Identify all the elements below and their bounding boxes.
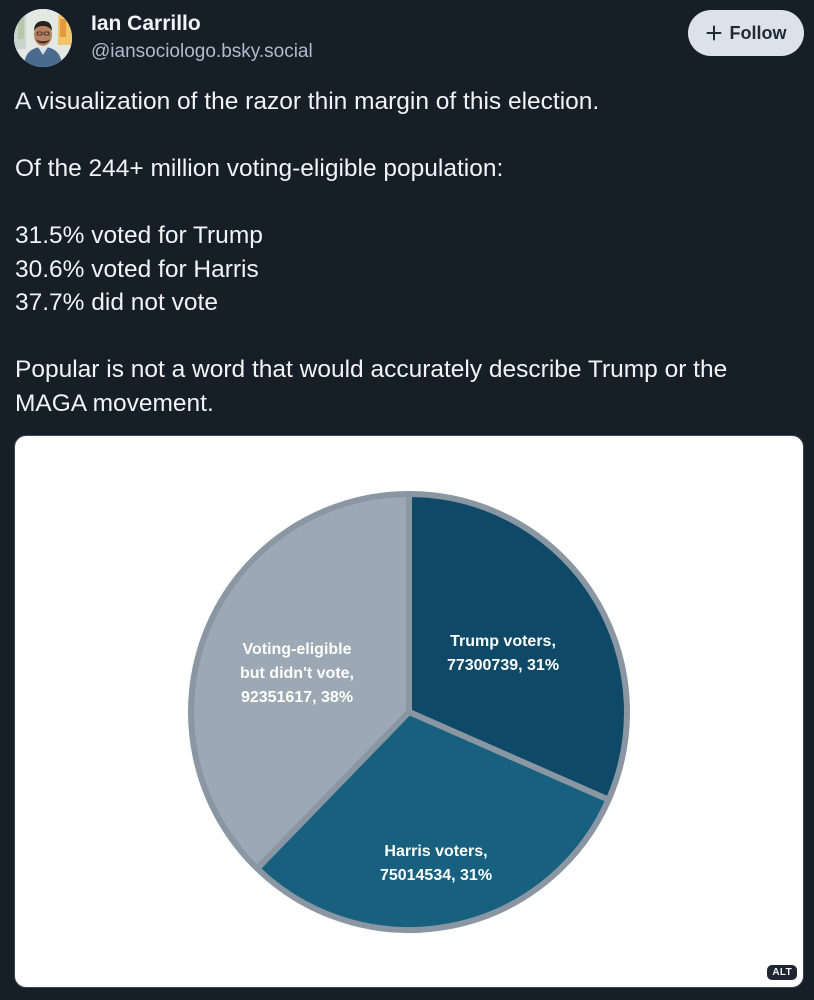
post-header: Ian Carrillo @iansociologo.bsky.social F…	[14, 9, 804, 69]
avatar[interactable]	[14, 9, 72, 67]
post-paragraph-closing: Popular is not a word that would accurat…	[15, 356, 728, 417]
author-names: Ian Carrillo @iansociologo.bsky.social	[91, 11, 313, 65]
post-paragraph-intro: A visualization of the razor thin margin…	[15, 88, 600, 115]
plus-icon	[706, 25, 721, 41]
post-stat-nonvoters: 37.7% did not vote	[15, 289, 218, 316]
person-avatar-icon	[14, 9, 72, 67]
pie-slice-1	[406, 491, 630, 803]
post-stat-harris: 30.6% voted for Harris	[15, 255, 259, 283]
post-stats: 31.5% voted for Trump 30.6% voted for Ha…	[15, 219, 795, 320]
pie-label-1: Trump voters, 77300739, 31%	[447, 633, 559, 674]
image-embed[interactable]: Trump voters, 77300739, 31% Harris voters,…	[14, 435, 804, 988]
author-handle[interactable]: @iansociologo.bsky.social	[91, 41, 313, 62]
post-text: A visualization of the razor thin margin…	[15, 85, 795, 420]
follow-button[interactable]: Follow	[688, 10, 804, 56]
pie-label-2: Harris voters, 75014534, 31%	[380, 843, 492, 884]
alt-badge[interactable]: ALT	[767, 965, 797, 980]
follow-label: Follow	[729, 22, 787, 43]
post-paragraph-population: Of the 244+ million voting-eligible popu…	[15, 155, 504, 182]
pie-label-3: Voting-eligible but didn't vote, 92351617,…	[240, 641, 354, 706]
author-display-name[interactable]: Ian Carrillo	[91, 12, 201, 35]
pie-chart: Trump voters, 77300739, 31% Harris voters,…	[188, 491, 630, 933]
post-stat-trump: 31.5% voted for Trump	[15, 222, 263, 249]
pie-slice-3	[188, 491, 412, 872]
pie-slice-2	[254, 709, 612, 933]
